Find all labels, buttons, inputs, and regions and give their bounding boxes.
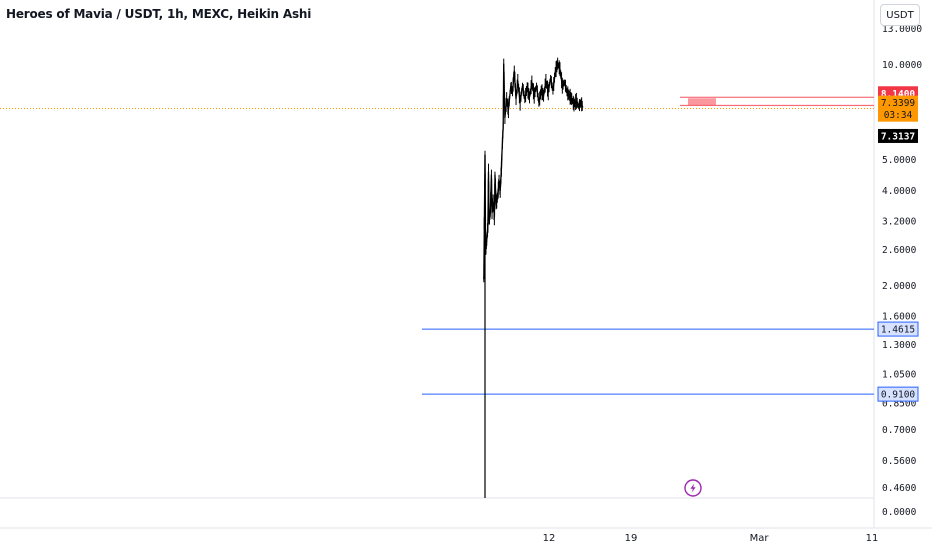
y-tick-label: 1.6000	[882, 312, 917, 323]
price-tag-orange: 7.3399	[878, 95, 918, 110]
y-tick-label: 1.3000	[882, 340, 917, 351]
price-tag-label: 7.3137	[881, 131, 915, 142]
price-tag-blue: 0.9100	[877, 386, 919, 402]
price-tag-black: 7.3137	[878, 128, 918, 143]
chart-title: Heroes of Mavia / USDT, 1h, MEXC, Heikin…	[6, 7, 312, 21]
x-tick-label: 12	[543, 533, 556, 544]
y-tick-label: 2.0000	[882, 281, 917, 292]
y-tick-label: 2.6000	[882, 245, 917, 256]
y-tick-label: 13.0000	[882, 24, 922, 35]
lightning-icon[interactable]	[684, 479, 702, 497]
y-tick-label: 4.0000	[882, 186, 917, 197]
price-tag-blue: 1.4615	[877, 321, 919, 337]
y-tick-label: 1.0500	[882, 369, 917, 380]
y-tick-label: 0.0000	[882, 507, 917, 518]
y-tick-label: 10.0000	[882, 60, 922, 71]
y-tick-label: 0.8500	[882, 398, 917, 409]
zone-box[interactable]	[688, 98, 716, 106]
x-tick-label: 19	[625, 533, 638, 544]
y-tick-label: 3.2000	[882, 216, 917, 227]
currency-button[interactable]: USDT	[880, 4, 920, 26]
y-tick-label: 0.5600	[882, 456, 917, 467]
price-tag-label: 8.1400	[881, 89, 916, 100]
price-tag-orange: 03:34	[878, 107, 918, 122]
price-tag-label: 0.9100	[881, 390, 916, 401]
x-tick-label: 11	[866, 533, 879, 544]
price-tag-label: 7.3399	[881, 98, 916, 109]
price-tag-label: 1.4615	[881, 325, 915, 336]
y-tick-label: 0.4600	[882, 483, 917, 494]
y-tick-label: 5.0000	[882, 155, 917, 166]
price-tag-label: 03:34	[884, 110, 913, 121]
y-tick-label: 0.7000	[882, 425, 917, 436]
x-tick-label: Mar	[750, 533, 770, 544]
